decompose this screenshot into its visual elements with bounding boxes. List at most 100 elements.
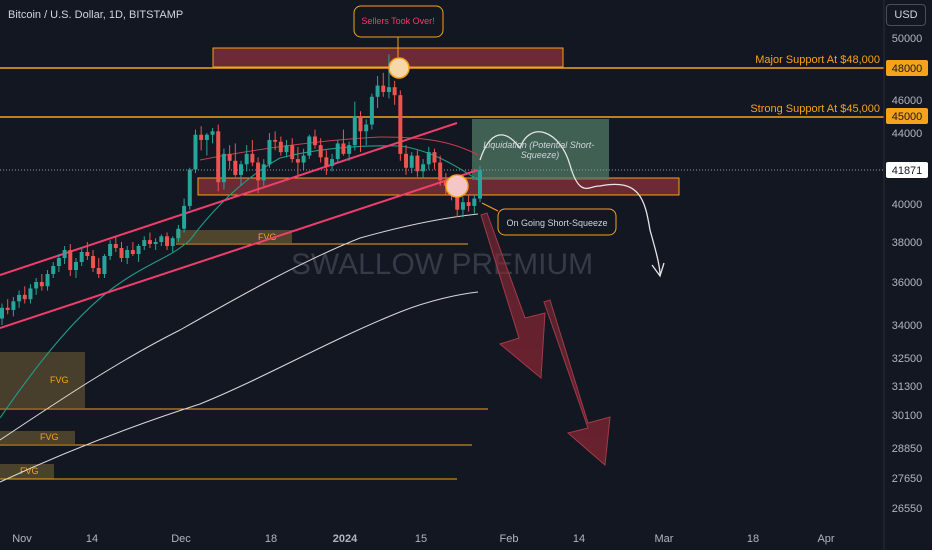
liquidation-line: Liquidation (Potential Short- [483,140,594,150]
candle-body [147,240,152,244]
fvg-label: FVG [40,432,59,442]
fvg-label: FVG [50,375,69,385]
candle-body [267,139,272,165]
bearish-arrow [543,299,611,467]
candle-body [210,131,215,135]
candle-body [358,116,363,132]
price-tick-label: 34000 [892,320,923,332]
candle-body [102,256,107,274]
price-tick-label: 32500 [892,353,923,365]
candle-body [381,85,386,92]
price-tick-label: 38000 [892,237,923,249]
time-tick-label: 18 [265,533,277,545]
candle-body [250,153,255,163]
price-tick-label: 31300 [892,381,923,393]
price-tick-label: 27650 [892,473,923,485]
price-tick-label: 41871 [892,165,923,177]
candle-body [460,202,465,210]
candles-group [0,54,482,325]
price-tick-label: 30100 [892,410,923,422]
fvg-zone [176,230,292,243]
fvg-label: FVG [258,232,277,242]
candle-body [386,87,391,92]
candle-body [28,288,33,300]
ma-white-mid [0,213,479,441]
fvg-label: FVG [20,466,39,476]
candle-body [472,198,477,206]
candle-body [68,250,73,270]
candle-body [11,301,16,310]
symbol-title: Bitcoin / U.S. Dollar, 1D, BITSTAMP [8,9,184,21]
candle-body [193,134,198,170]
resistance-zone [197,177,680,196]
candle-body [330,159,335,167]
last-price-tag [886,162,928,178]
bearish-arrow [480,212,546,380]
candle-body [256,162,261,181]
candle-body [369,96,374,125]
candle-body [56,258,61,266]
candle-body [244,153,249,165]
strong-support-label: Strong Support At $45,000 [750,103,880,115]
candle-body [62,250,67,258]
candle-body [108,244,113,256]
candle-body [176,228,181,239]
candle-body [301,155,306,163]
candle-body [239,164,243,175]
candle-body [130,250,135,254]
candle-body [364,124,369,132]
candle-body [0,307,4,319]
candle-body [438,162,443,181]
price-tick-label: 44000 [892,128,923,140]
candle-body [45,274,50,287]
candle-body [79,252,84,262]
liquidation-line: Squeeze) [521,150,560,160]
candle-body [375,85,380,97]
candle-body [182,205,187,229]
callout-pointer [481,202,499,212]
price-tick-label: 28850 [892,443,923,455]
time-axis[interactable]: Nov 14 Dec 18 2024 15 Feb 14 Mar 18 Apr [12,533,835,545]
candle-body [85,252,90,256]
candle-body [170,238,175,246]
candle-body [125,250,130,258]
price-tick-label: 45000 [892,111,923,123]
candle-body [34,282,39,289]
channel-lower [0,169,479,329]
time-tick-label: Dec [171,533,191,545]
candle-body [227,153,232,161]
candle-body [187,169,192,206]
candle-body [307,136,312,156]
currency-button[interactable]: USD [886,4,926,26]
candle-body [273,139,278,142]
candle-body [96,268,101,274]
time-tick-label: Feb [500,533,519,545]
candle-body [165,236,170,246]
candle-body [199,134,204,140]
watermark: SWALLOW PREMIUM [291,248,593,281]
mid-marker [445,174,469,198]
candle-body [216,131,221,183]
price-axis[interactable]: 50000 48000 46000 45000 44000 41871 40000 38000… [886,33,928,515]
candle-body [5,307,10,310]
candle-body [159,236,164,242]
candle-body [347,145,352,154]
price-tick-label: 36000 [892,277,923,289]
short-squeeze-callout [497,208,617,236]
candle-body [142,240,147,246]
short-squeeze-text: On Going Short-Squeeze [506,218,607,228]
candle-body [415,155,420,172]
candle-body [478,170,482,199]
candle-body [455,189,460,210]
candle-body [119,248,124,258]
time-tick-label: 15 [415,533,427,545]
candle-body [295,159,300,163]
sellers-callout-text: Sellers Took Over! [361,16,434,26]
candle-body [341,143,346,154]
candle-body [404,153,409,168]
candle-body [352,116,357,146]
top-marker [388,57,410,79]
candle-body [409,155,414,168]
